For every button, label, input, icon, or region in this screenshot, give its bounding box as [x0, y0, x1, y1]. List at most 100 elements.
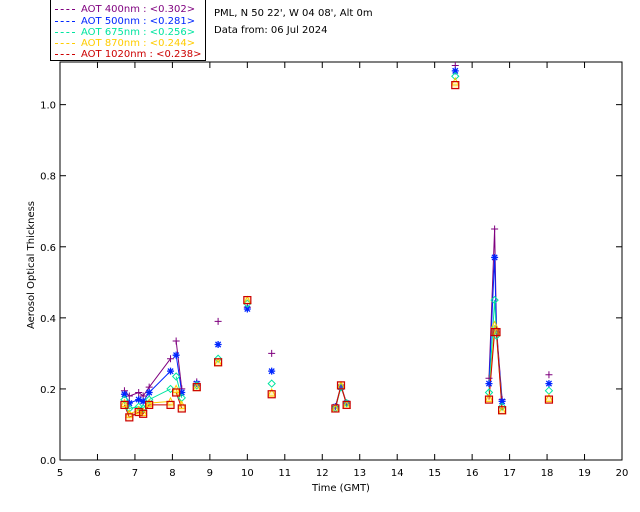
data-point — [545, 380, 553, 388]
legend-swatch — [55, 21, 75, 22]
series-line — [175, 340, 183, 389]
x-tick-label: 9 — [207, 468, 213, 479]
data-point — [172, 351, 180, 359]
x-tick-label: 7 — [132, 468, 138, 479]
y-axis-label: Aerosol Optical Thickness — [26, 201, 37, 329]
data-point — [145, 388, 153, 396]
y-tick-label: 1.0 — [40, 101, 56, 112]
data-point — [172, 388, 181, 397]
x-tick-label: 19 — [578, 468, 591, 479]
data-point — [213, 354, 223, 363]
y-tick-label: 0.4 — [40, 314, 56, 325]
data-point — [139, 397, 147, 405]
data-point — [214, 358, 223, 367]
legend-item-870: AOT 870nm : <0.244> — [51, 37, 205, 50]
data-point — [544, 393, 554, 402]
legend-label: AOT 870nm : <0.244> — [81, 38, 196, 49]
data-point — [135, 396, 143, 404]
data-point — [492, 327, 501, 337]
data-point — [484, 393, 494, 402]
data-point — [167, 367, 175, 375]
x-tick-label: 18 — [541, 468, 554, 479]
legend-swatch — [55, 54, 75, 55]
data-point — [268, 367, 276, 375]
data-point — [343, 399, 351, 407]
legend-label: AOT 500nm : <0.281> — [81, 16, 196, 27]
x-tick-label: 16 — [466, 468, 479, 479]
x-tick-label: 8 — [169, 468, 175, 479]
legend-item-400: AOT 400nm : <0.302> — [51, 3, 205, 16]
x-tick-label: 10 — [241, 468, 254, 479]
data-point — [491, 225, 499, 233]
data-point — [214, 341, 222, 349]
data-point — [120, 395, 129, 404]
plot-axes: 5 6 7 8 9 10 11 12 13 14 15 16 17 18 19 20 0.0 0.2 0.4 0.6 0… — [40, 61, 629, 479]
data-point — [484, 395, 494, 404]
data-point — [171, 372, 181, 381]
data-point — [134, 407, 143, 417]
data-point — [144, 398, 154, 408]
data-point — [172, 337, 180, 345]
x-tick-label: 14 — [391, 468, 404, 479]
data-point — [144, 395, 154, 404]
data-point — [331, 403, 339, 411]
legend-swatch — [55, 43, 75, 44]
series-line — [124, 358, 171, 397]
data-point — [545, 371, 553, 379]
series-line — [175, 355, 183, 393]
data-point — [451, 72, 460, 81]
data-point — [544, 395, 554, 404]
data-point — [267, 390, 276, 399]
data-point — [166, 384, 175, 394]
y-tick-label: 0.2 — [40, 385, 56, 396]
data-point — [135, 388, 143, 396]
data-point — [192, 383, 201, 392]
x-tick-label: 6 — [94, 468, 100, 479]
legend-swatch — [55, 32, 75, 33]
data-point — [490, 295, 499, 305]
x-tick-label: 15 — [428, 468, 441, 479]
data-point — [337, 383, 345, 391]
data-point — [451, 80, 460, 90]
data-point — [497, 402, 507, 411]
legend-item-500: AOT 500nm : <0.281> — [51, 15, 205, 28]
data-point — [125, 413, 134, 422]
data-point — [134, 402, 143, 411]
data-point — [166, 400, 175, 410]
data-point — [138, 407, 148, 417]
legend-item-1020: AOT 1020nm : <0.238> — [51, 48, 205, 61]
data-point — [145, 400, 154, 410]
x-axis-label: Time (GMT) — [311, 483, 370, 494]
data-point — [120, 390, 128, 398]
series-line — [175, 392, 183, 409]
data-point — [336, 381, 346, 390]
data-point — [544, 386, 554, 395]
legend-item-675: AOT 675nm : <0.256> — [51, 26, 205, 39]
legend: AOT 400nm : <0.302> AOT 500nm : <0.281> … — [50, 0, 206, 61]
x-tick-label: 17 — [503, 468, 516, 479]
y-tick-label: 0.8 — [40, 172, 56, 183]
data-point — [243, 305, 251, 313]
legend-swatch — [55, 9, 75, 10]
data-point — [331, 404, 340, 413]
data-point — [243, 295, 252, 305]
data-point — [177, 404, 186, 413]
x-tick-label: 20 — [616, 468, 629, 479]
plot-frame — [59, 61, 623, 461]
data-point — [498, 406, 507, 415]
x-tick-label: 13 — [353, 468, 366, 479]
data-point — [243, 299, 252, 308]
y-tick-label: 0.6 — [40, 243, 56, 254]
data-point — [268, 349, 276, 357]
data-point — [342, 400, 351, 410]
data-point — [214, 317, 222, 325]
data-point — [492, 331, 501, 340]
data-point — [139, 409, 148, 418]
x-tick-label: 11 — [278, 468, 291, 479]
site-info: PML, N 50 22', W 04 08', Alt 0m — [214, 8, 373, 19]
data-markers — [120, 62, 554, 422]
data-point — [485, 380, 493, 388]
data-point — [167, 355, 175, 363]
data-point — [125, 399, 133, 407]
